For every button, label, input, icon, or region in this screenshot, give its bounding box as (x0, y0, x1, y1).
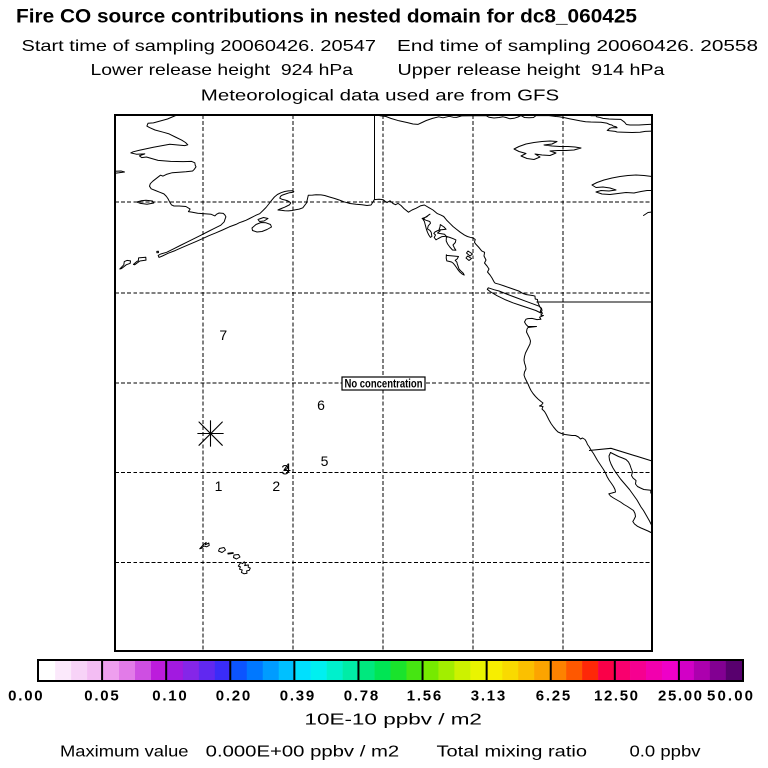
svg-text:4: 4 (283, 460, 291, 476)
svg-text:0.39: 0.39 (280, 688, 315, 705)
svg-text:0.10: 0.10 (152, 688, 187, 705)
svg-text:25.00: 25.00 (658, 688, 702, 705)
svg-text:5: 5 (321, 453, 329, 469)
svg-text:7: 7 (219, 327, 227, 343)
svg-text:Total mixing ratio: Total mixing ratio (437, 743, 588, 760)
svg-text:Upper release height 914 hPa: Upper release height 914 hPa (398, 62, 665, 79)
svg-text:2: 2 (272, 478, 280, 494)
svg-text:3.13: 3.13 (471, 688, 506, 705)
svg-text:End time of sampling 20060426.: End time of sampling 20060426. 20558 (397, 38, 758, 55)
svg-text:6.25: 6.25 (536, 688, 571, 705)
svg-text:3: 3 (281, 462, 289, 478)
svg-text:Lower release height 924 hPa: Lower release height 924 hPa (91, 62, 354, 79)
svg-text:Start time of sampling 2006042: Start time of sampling 20060426. 20547 (22, 38, 377, 55)
svg-text:0.0 ppbv: 0.0 ppbv (630, 743, 701, 760)
svg-text:0.20: 0.20 (216, 688, 251, 705)
svg-text:10E-10 ppbv / m2: 10E-10 ppbv / m2 (304, 711, 482, 728)
svg-text:6: 6 (317, 397, 325, 413)
svg-text:Meteorological data used are f: Meteorological data used are from GFS (201, 88, 559, 105)
svg-text:0.00: 0.00 (8, 688, 43, 705)
svg-text:0.05: 0.05 (84, 688, 119, 705)
svg-text:No concentration: No concentration (345, 378, 423, 390)
svg-text:Fire CO source contributions i: Fire CO source contributions in nested d… (16, 5, 637, 27)
svg-text:12.50: 12.50 (594, 688, 638, 705)
svg-text:50.00: 50.00 (707, 688, 753, 705)
svg-text:0.000E+00 ppbv / m2: 0.000E+00 ppbv / m2 (206, 743, 400, 760)
svg-text:0.78: 0.78 (344, 688, 379, 705)
svg-text:1.56: 1.56 (407, 688, 442, 705)
svg-text:1: 1 (215, 478, 223, 494)
svg-text:Maximum value: Maximum value (60, 743, 189, 760)
